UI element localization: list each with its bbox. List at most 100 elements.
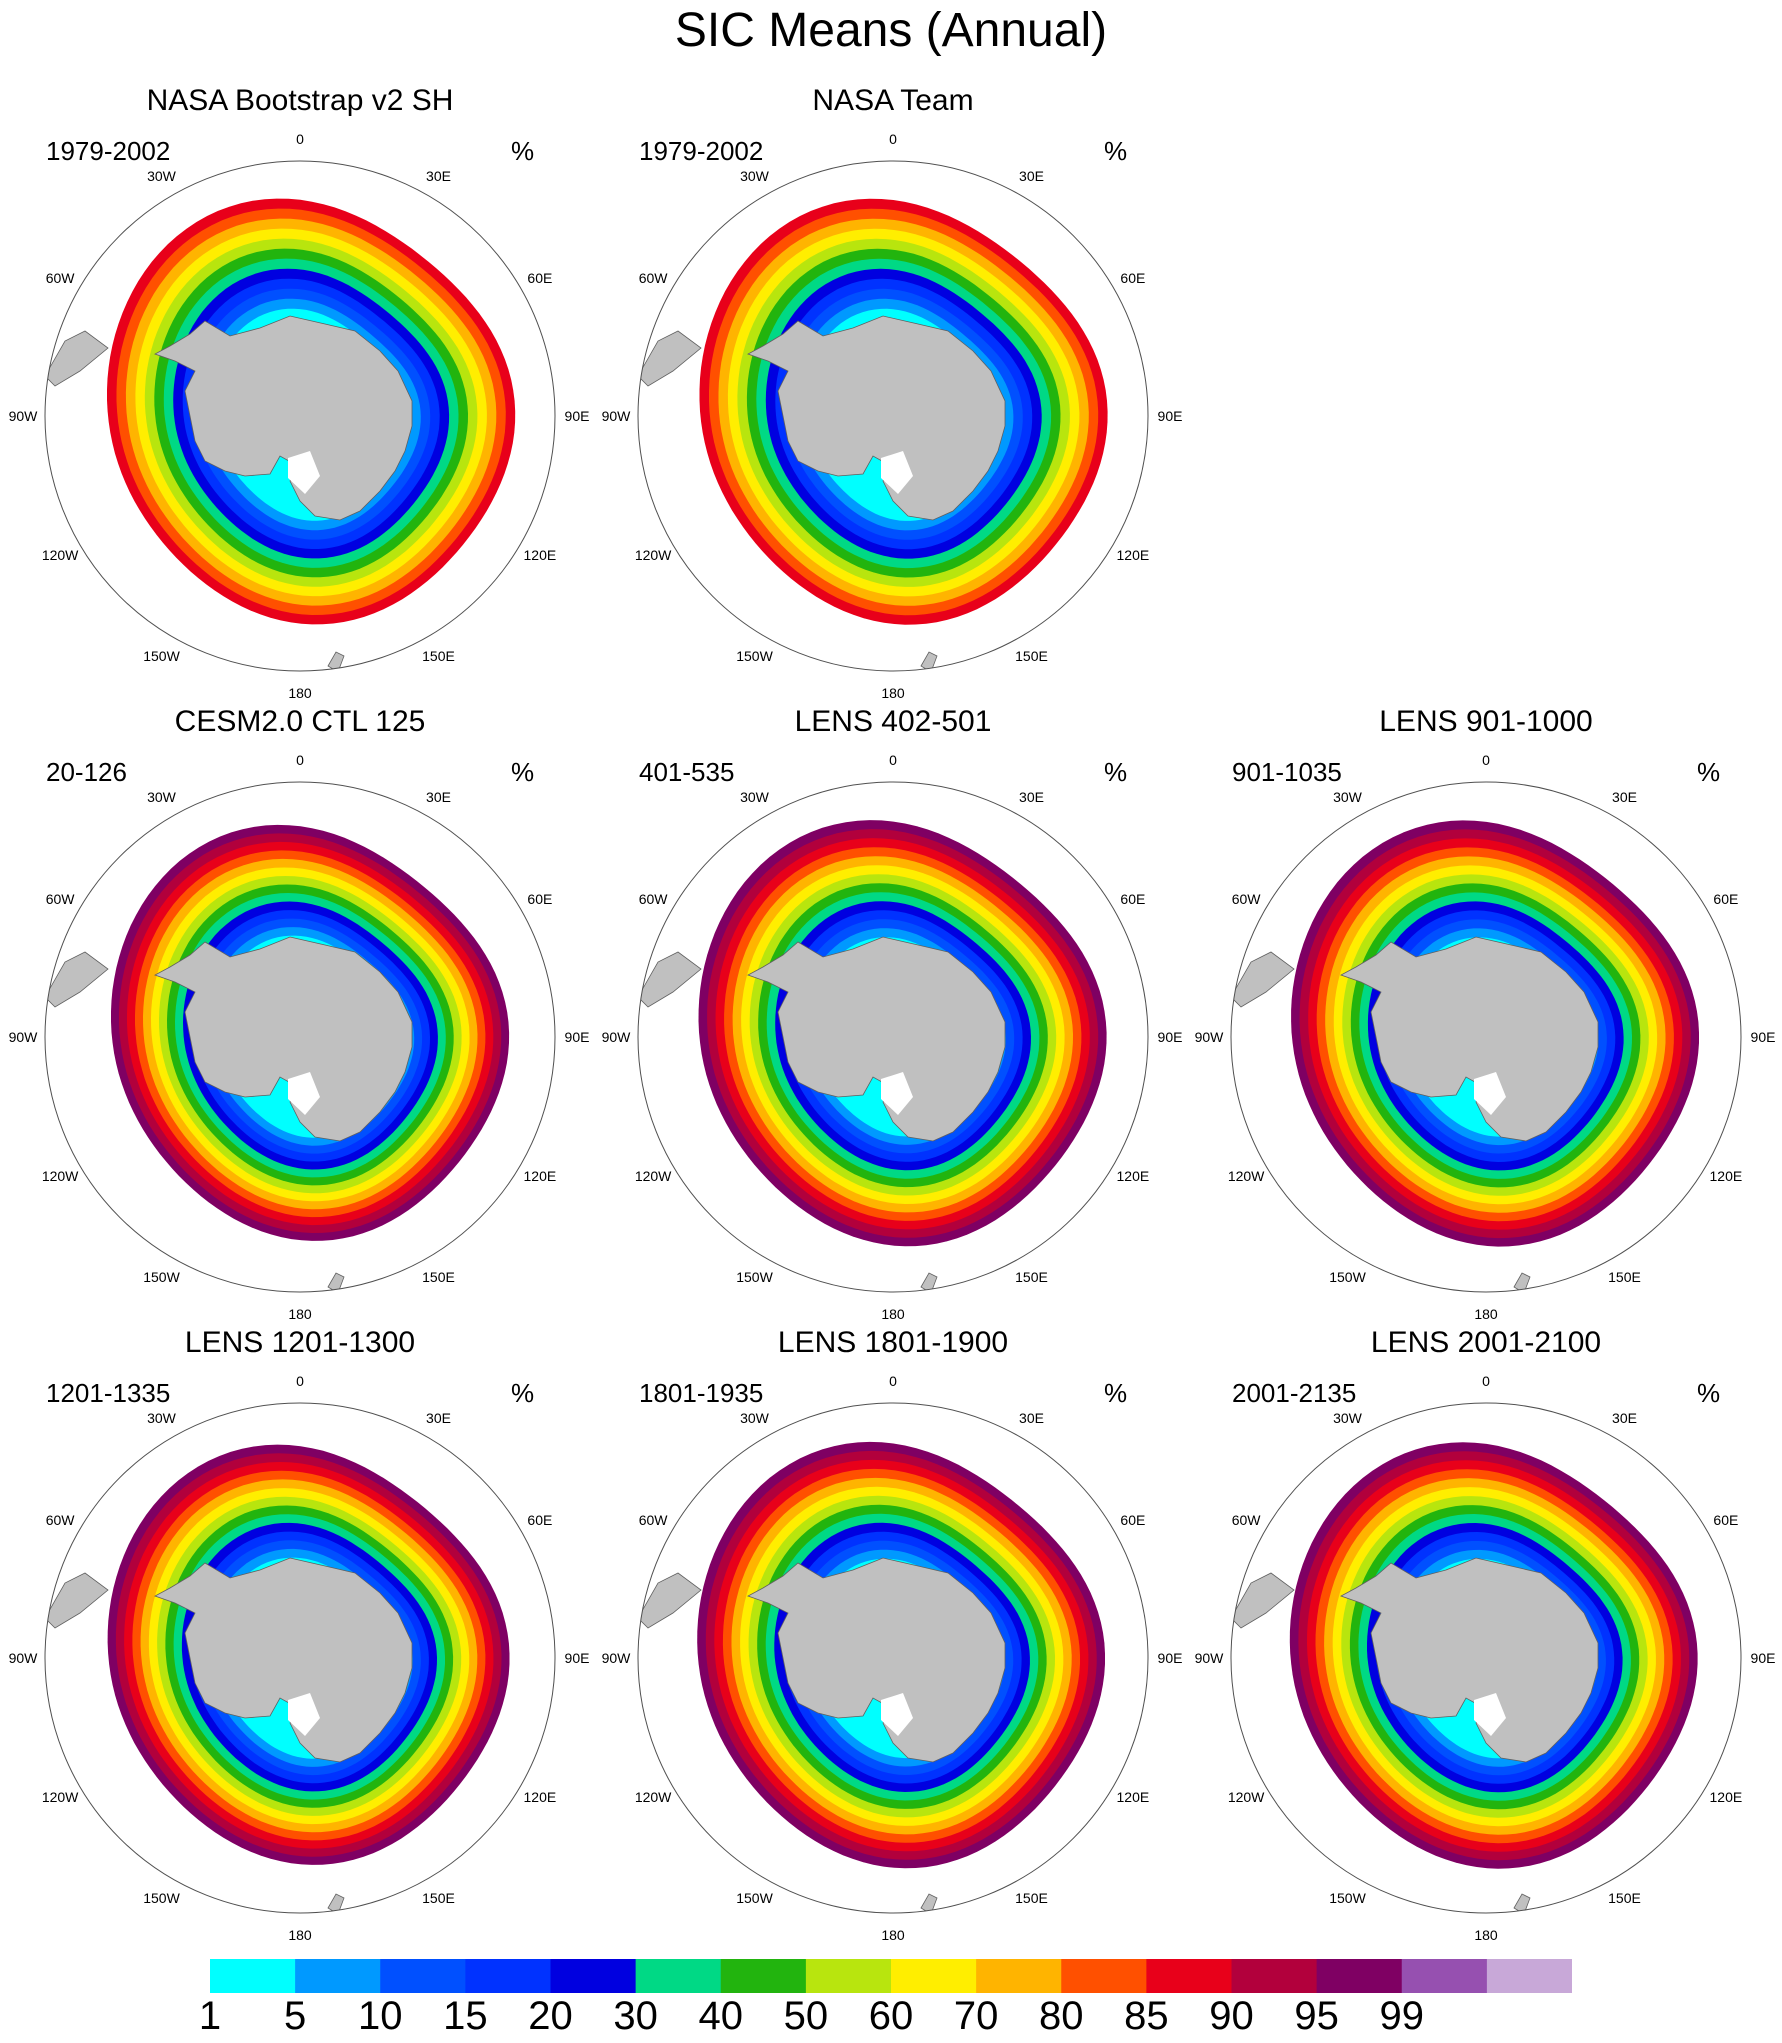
map-panel: 0 30E 60E 90E 120E 150E 180 150W 120W 90W 60W 30W NA… [593, 84, 1193, 701]
colorbar-tick-label: 99 [1379, 1994, 1425, 2038]
colorbar-tick-label: 85 [1124, 1994, 1169, 2038]
longitude-label: 0 [889, 752, 897, 768]
south-america-land [638, 330, 702, 387]
longitude-label: 180 [881, 685, 905, 701]
panel-period: 1979-2002 [639, 136, 764, 166]
longitude-label: 180 [881, 1306, 905, 1322]
longitude-label: 60E [1120, 269, 1146, 286]
map-panel: 0 30E 60E 90E 120E 150E 180 150W 120W 90W 60W 30W LE… [1186, 705, 1782, 1322]
longitude-label: 150W [1329, 1889, 1366, 1906]
polar-map [637, 160, 1149, 672]
longitude-label: 30E [1019, 1410, 1044, 1427]
panel-title: LENS 1801-1900 [777, 1326, 1009, 1359]
panel-units: % [511, 136, 535, 166]
colorbar-tick-label: 90 [1209, 1994, 1254, 2038]
map-boundary [44, 160, 556, 672]
colorbar-swatch [465, 1959, 552, 1993]
panel-units: % [511, 1378, 535, 1408]
ice-shelf [1474, 1072, 1506, 1115]
panel-units: % [511, 757, 535, 787]
colorbar [210, 1959, 1572, 1993]
panel-period: 1979-2002 [46, 136, 171, 166]
longitude-label: 30E [426, 168, 451, 185]
longitude-label: 150W [736, 1889, 773, 1906]
longitude-label: 120E [1116, 546, 1150, 563]
panel-period: 2001-2135 [1232, 1378, 1357, 1408]
longitude-label: 30W [740, 1410, 769, 1427]
map-panel: 0 30E 60E 90E 120E 150E 180 150W 120W 90W 60W 30W LE… [593, 1326, 1193, 1943]
longitude-label: 30E [1612, 789, 1637, 806]
longitude-label: 0 [296, 752, 304, 768]
antarctica-land [1340, 1557, 1599, 1763]
longitude-label: 120W [1227, 1167, 1265, 1184]
longitude-label: 90E [1750, 1029, 1776, 1045]
colorbar-tick-label: 40 [698, 1994, 744, 2038]
longitude-label: 30E [1019, 789, 1044, 806]
longitude-label: 30W [1333, 789, 1362, 806]
colorbar-swatch [295, 1959, 381, 1993]
longitude-label: 60W [45, 269, 75, 286]
panel-title: LENS 1201-1300 [184, 1326, 416, 1359]
longitude-label: 90E [1157, 1029, 1183, 1045]
colorbar-tick-label: 70 [953, 1994, 999, 2038]
longitude-label: 60W [1231, 1511, 1261, 1528]
longitude-label: 120E [523, 1788, 557, 1805]
polar-map [44, 781, 556, 1293]
panel-title: NASA Team [812, 84, 974, 117]
longitude-label: 120E [1709, 1167, 1743, 1184]
antarctica-land [154, 315, 413, 521]
longitude-label: 120W [1227, 1788, 1265, 1805]
south-america-land [45, 1572, 109, 1629]
longitude-label: 150W [143, 1268, 180, 1285]
colorbar-tick-label: 80 [1039, 1994, 1084, 2038]
colorbar-tick-label: 95 [1294, 1994, 1339, 2038]
longitude-label: 30W [740, 168, 769, 185]
longitude-label: 150W [143, 647, 180, 664]
panel-period: 1201-1335 [46, 1378, 171, 1408]
colorbar-swatch [976, 1959, 1062, 1993]
colorbar-swatch [1231, 1959, 1318, 1993]
antarctica-land [747, 936, 1006, 1142]
south-america-land [638, 951, 702, 1008]
longitude-label: 180 [288, 685, 312, 701]
map-panel: 0 30E 60E 90E 120E 150E 180 150W 120W 90W 60W 30W LE… [0, 1326, 600, 1943]
longitude-label: 90E [1157, 1650, 1183, 1666]
map-boundary [44, 781, 556, 1293]
ice-shelf [288, 1693, 320, 1736]
longitude-label: 180 [288, 1306, 312, 1322]
ice-shelf [881, 451, 913, 494]
longitude-label: 120E [1116, 1788, 1150, 1805]
map-boundary [637, 1402, 1149, 1914]
longitude-label: 150E [1608, 1889, 1641, 1906]
colorbar-swatch [635, 1959, 722, 1993]
map-panel: 0 30E 60E 90E 120E 150E 180 150W 120W 90W 60W 30W LE… [1186, 1326, 1782, 1943]
map-boundary [44, 1402, 556, 1914]
longitude-label: 60W [1231, 890, 1261, 907]
south-america-land [1231, 1572, 1295, 1629]
longitude-label: 0 [889, 131, 897, 147]
panel-units: % [1697, 1378, 1721, 1408]
longitude-label: 120W [634, 546, 672, 563]
longitude-label: 30W [147, 789, 176, 806]
ice-shelf [881, 1693, 913, 1736]
colorbar-swatch [1316, 1959, 1403, 1993]
longitude-label: 120W [41, 546, 79, 563]
longitude-label: 0 [296, 131, 304, 147]
longitude-label: 60E [1120, 1511, 1146, 1528]
map-boundary [1230, 1402, 1742, 1914]
longitude-label: 30W [1333, 1410, 1362, 1427]
longitude-label: 30E [426, 789, 451, 806]
longitude-label: 150E [422, 647, 455, 664]
panel-period: 401-535 [639, 757, 735, 787]
colorbar-tick-label: 50 [783, 1994, 829, 2038]
longitude-label: 90E [564, 408, 590, 424]
colorbar-swatch [210, 1959, 296, 1993]
longitude-label: 150W [736, 1268, 773, 1285]
ice-shelf [881, 1072, 913, 1115]
longitude-label: 30W [740, 789, 769, 806]
map-boundary [637, 160, 1149, 672]
map-boundary [1230, 781, 1742, 1293]
longitude-label: 90W [601, 1650, 631, 1666]
longitude-label: 60E [1713, 1511, 1739, 1528]
south-america-land [45, 951, 109, 1008]
